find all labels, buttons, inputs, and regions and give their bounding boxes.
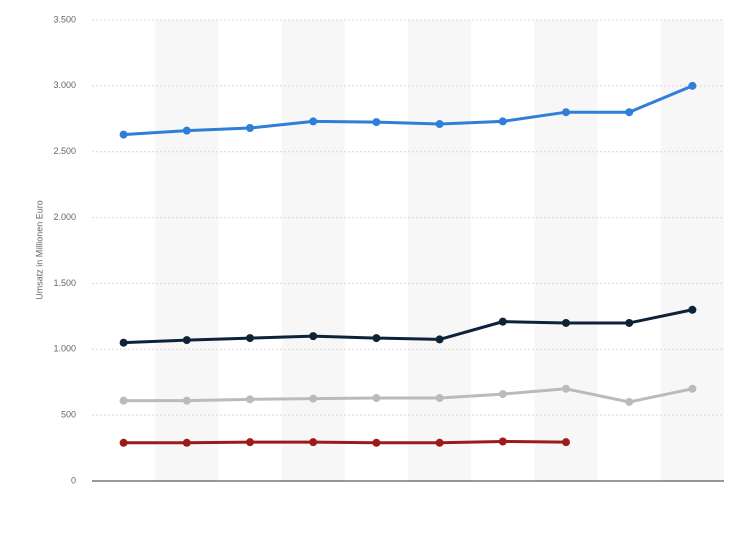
data-point xyxy=(372,118,381,127)
data-point xyxy=(688,384,697,393)
data-point xyxy=(119,338,128,347)
data-point xyxy=(309,438,318,447)
data-point xyxy=(688,305,697,314)
data-point xyxy=(688,81,697,90)
y-tick-label: 3.500 xyxy=(53,14,76,24)
data-point xyxy=(498,390,507,399)
column-band xyxy=(660,20,724,481)
y-tick-label: 2.000 xyxy=(53,212,76,222)
series-line xyxy=(123,308,693,345)
data-point xyxy=(625,318,634,327)
data-point xyxy=(435,120,444,129)
data-point xyxy=(562,108,570,117)
data-point xyxy=(562,384,570,393)
data-point xyxy=(435,438,444,447)
data-point xyxy=(562,318,570,327)
data-point xyxy=(498,437,507,446)
data-point xyxy=(372,438,381,447)
data-point xyxy=(309,332,318,341)
data-point xyxy=(625,397,634,406)
data-point xyxy=(246,395,254,404)
y-tick-label: 2.500 xyxy=(53,146,76,156)
series-line xyxy=(123,387,693,404)
y-tick-label: 1.000 xyxy=(53,344,76,354)
data-point xyxy=(309,394,318,403)
y-tick-label: 500 xyxy=(61,410,76,420)
y-axis-label: Umsatz in Millionen Euro xyxy=(34,200,44,300)
data-point xyxy=(498,317,507,326)
data-point xyxy=(562,438,570,447)
data-point xyxy=(119,130,128,139)
data-point xyxy=(119,396,128,405)
data-point xyxy=(309,117,318,126)
data-point xyxy=(182,126,191,135)
data-point xyxy=(182,396,191,405)
y-tick-label: 3.000 xyxy=(53,80,76,90)
data-point xyxy=(246,438,254,447)
column-band xyxy=(534,20,598,481)
data-point xyxy=(182,336,191,345)
y-tick-label: 0 xyxy=(71,475,76,485)
data-point xyxy=(372,394,381,403)
y-tick-label: 1.500 xyxy=(53,278,76,288)
series-line xyxy=(123,84,693,137)
data-point xyxy=(119,438,128,447)
column-band xyxy=(155,20,219,481)
data-point xyxy=(435,335,444,344)
data-point xyxy=(498,117,507,126)
data-point xyxy=(182,438,191,447)
series-line xyxy=(123,439,567,445)
column-band xyxy=(281,20,345,481)
data-point xyxy=(246,334,254,343)
column-band xyxy=(408,20,472,481)
data-point xyxy=(246,124,254,133)
data-point xyxy=(372,334,381,343)
data-point xyxy=(625,108,634,117)
data-point xyxy=(435,394,444,403)
